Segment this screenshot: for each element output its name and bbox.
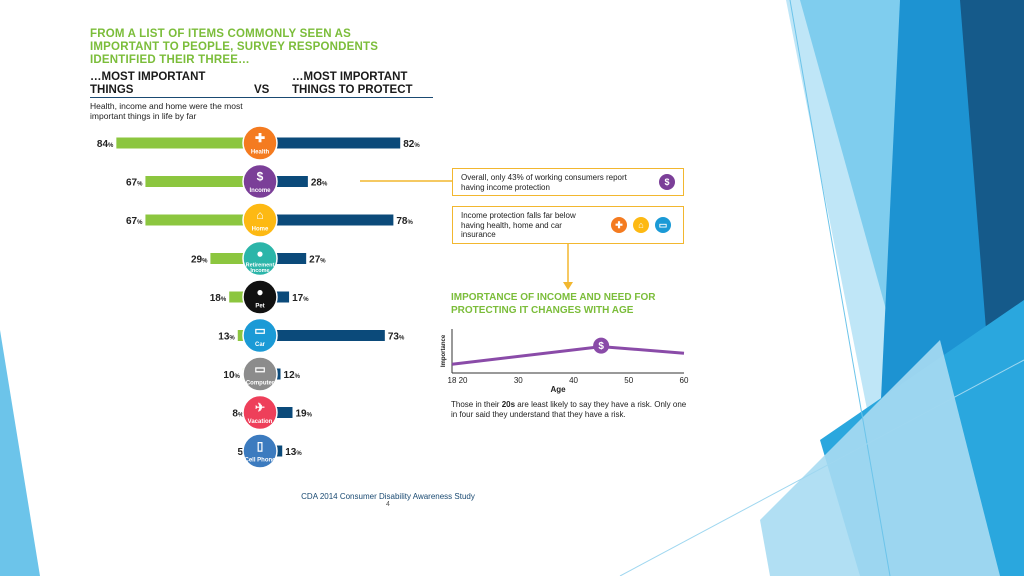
category-label: Income: [249, 188, 271, 194]
caption-emphasis: 20s: [501, 400, 516, 409]
x-tick-label: 60: [680, 376, 689, 385]
callout-income-protection: Overall, only 43% of working consumers r…: [452, 168, 684, 196]
value-label-to-protect: 28%: [311, 178, 328, 189]
age-caption: Those in their 20s are least likely to s…: [451, 400, 691, 420]
category-glyph: ●: [256, 285, 263, 299]
value-label-to-protect: 82%: [403, 139, 420, 150]
category-label: Income: [250, 268, 269, 274]
callout-text: Overall, only 43% of working consumers r…: [461, 173, 627, 192]
car-icon: [242, 317, 278, 354]
x-axis-label: Age: [550, 385, 566, 394]
health-cross-icon: ✚: [611, 217, 627, 233]
value-label-to-protect: 19%: [295, 409, 312, 420]
deco-line: [789, 0, 891, 576]
phone-icon: [242, 433, 278, 469]
category-glyph: ▭: [254, 362, 265, 376]
infographic-title: FROM A LIST OF ITEMS COMMONLY SEEN AS IM…: [90, 28, 379, 66]
deco-shape-left: [0, 330, 40, 576]
value-label-most-important: 84%: [97, 139, 114, 150]
house-icon: ⌂: [633, 217, 649, 233]
bar-to-protect: [260, 214, 394, 226]
callout-text: Income protection falls far below having…: [461, 211, 576, 239]
subnote: Health, income and home were the most im…: [90, 101, 243, 121]
age-line-chart: $18 20 30 40 50 60 Age Importance: [441, 329, 689, 394]
car-icon: ▭: [655, 217, 671, 233]
value-label-most-important: 10%: [223, 370, 240, 381]
bar-to-protect: [260, 176, 308, 187]
health-cross-icon: [242, 125, 278, 161]
category-glyph: ▭: [254, 324, 265, 338]
deco-line: [619, 359, 1024, 576]
plane-icon: [242, 394, 278, 431]
heading-divider: [90, 97, 433, 98]
category-label: Health: [251, 150, 270, 156]
value-label-most-important: 13%: [218, 332, 235, 343]
x-tick-label: 18: [448, 376, 457, 385]
category-label: Vacation: [248, 419, 273, 425]
value-label-most-important: 67%: [126, 178, 143, 189]
deco-shape-bottom-glow: [760, 340, 1000, 576]
category-glyph: ●: [256, 247, 263, 261]
deco-shape-right-dark: [960, 0, 1024, 380]
category-glyph: ✈: [255, 401, 265, 415]
category-glyph: ⌂: [256, 208, 263, 222]
callout-connectors: [360, 180, 573, 290]
vs-label: VS: [254, 84, 270, 96]
house-icon: [242, 202, 278, 238]
bar-to-protect: [260, 137, 401, 149]
source-citation: CDA 2014 Consumer Disability Awareness S…: [301, 492, 475, 501]
dollar-icon: $: [659, 174, 675, 190]
value-label-to-protect: 27%: [309, 255, 326, 266]
category-glyph: ✚: [255, 131, 265, 145]
value-label-to-protect: 73%: [388, 332, 405, 343]
callout-insurance-comparison: Income protection falls far below having…: [452, 206, 684, 244]
bar-most-important: [145, 176, 260, 187]
computer-icon: [242, 356, 278, 392]
importance-line: [451, 345, 685, 366]
y-axis-label: Importance: [441, 334, 447, 367]
diverging-bar-chart: 84% 82% ✚ Health 67% 28% $ Income 67% 78% ⌂ Home 29%…: [97, 125, 420, 469]
value-label-to-protect: 12%: [284, 370, 301, 381]
category-glyph: ▯: [257, 439, 264, 453]
dollar-icon: [593, 337, 610, 354]
category-label: Pet: [255, 304, 264, 310]
category-label: Retirement: [246, 263, 275, 269]
category-label: Cell Phone: [244, 458, 276, 464]
caption-text: are least likely to say they have a risk…: [451, 400, 687, 419]
bar-most-important: [210, 253, 260, 264]
bar-most-important: [145, 214, 260, 226]
left-column-heading: …MOST IMPORTANT THINGS: [90, 71, 206, 96]
category-label: Home: [252, 227, 269, 233]
age-chart-title: IMPORTANCE OF INCOME AND NEED FOR PROTEC…: [451, 292, 656, 316]
category-label: Computer: [246, 381, 275, 387]
dollar-glyph: $: [598, 341, 604, 352]
value-label-most-important: 29%: [191, 255, 208, 266]
caption-text: Those in their: [451, 400, 502, 409]
bar-to-protect: [260, 253, 307, 264]
value-label-most-important: 8%: [232, 409, 244, 420]
right-column-heading: …MOST IMPORTANT THINGS TO PROTECT: [292, 71, 413, 96]
x-tick-label: 50: [624, 376, 633, 385]
bar-most-important: [116, 137, 260, 149]
x-tick-label: 20: [459, 376, 468, 385]
value-label-to-protect: 17%: [292, 293, 309, 304]
value-label-to-protect: 13%: [285, 447, 302, 458]
value-label-most-important: 18%: [210, 293, 227, 304]
category-glyph: $: [257, 170, 264, 184]
category-label: Car: [255, 342, 266, 348]
value-label-to-protect: 78%: [396, 216, 413, 227]
paw-icon: [242, 279, 278, 315]
x-tick-label: 30: [514, 376, 523, 385]
value-label-most-important: 67%: [126, 216, 143, 227]
page-number: 4: [386, 501, 390, 508]
dollar-icon: [242, 163, 278, 200]
bar-to-protect: [260, 330, 385, 341]
x-tick-label: 40: [569, 376, 578, 385]
piggy-bank-icon: [242, 240, 278, 277]
